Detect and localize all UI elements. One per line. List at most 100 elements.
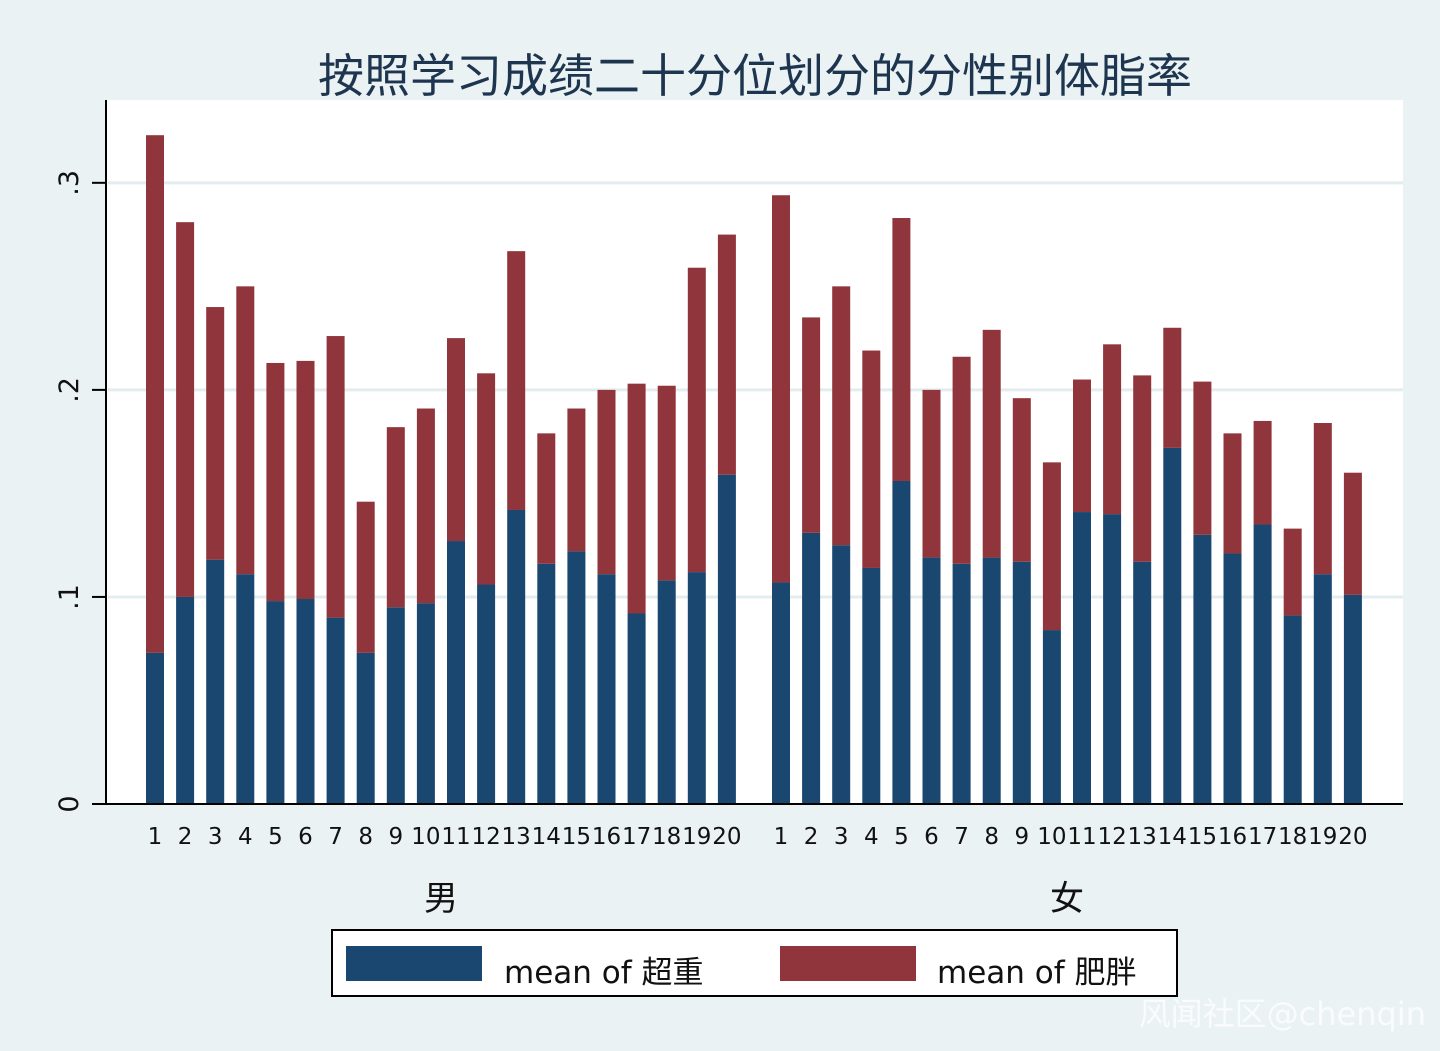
bar-female-18-obese <box>1283 528 1302 616</box>
bar-female-14-overweight <box>1163 447 1182 804</box>
bar-female-7-obese <box>952 356 971 564</box>
bar-male-17-obese <box>627 383 646 614</box>
group-label-female: 女 <box>1050 879 1084 919</box>
x-tick-label: 16 <box>1218 824 1247 850</box>
x-tick-label: 16 <box>592 824 621 850</box>
x-tick-label: 15 <box>562 824 591 850</box>
x-tick-label: 10 <box>1037 824 1066 850</box>
bar-male-4-obese <box>236 286 255 575</box>
bar-male-12-overweight <box>477 584 496 804</box>
bar-male-18-obese <box>657 385 676 581</box>
bar-female-14-obese <box>1163 327 1182 448</box>
x-tick-label: 4 <box>238 824 253 850</box>
bar-female-18-overweight <box>1283 615 1302 804</box>
x-tick-label: 13 <box>502 824 531 850</box>
bar-male-10-obese <box>416 408 435 604</box>
x-tick-label: 18 <box>652 824 681 850</box>
bar-male-10-overweight <box>416 603 435 804</box>
x-tick-label: 13 <box>1128 824 1157 850</box>
bar-male-14-overweight <box>537 563 556 804</box>
bar-male-19-obese <box>687 267 706 573</box>
bar-female-15-obese <box>1193 381 1212 535</box>
x-tick-label: 19 <box>682 824 711 850</box>
bar-female-20-overweight <box>1343 594 1362 804</box>
bar-female-17-overweight <box>1253 524 1272 804</box>
x-tick-label: 7 <box>954 824 969 850</box>
bar-male-15-obese <box>567 408 586 552</box>
x-tick-label: 12 <box>1097 824 1126 850</box>
plot-area <box>106 100 1403 804</box>
x-tick-label: 20 <box>1338 824 1367 850</box>
bar-male-13-obese <box>507 251 526 510</box>
bar-male-5-obese <box>266 362 285 602</box>
bar-female-10-overweight <box>1042 630 1061 804</box>
bar-female-9-overweight <box>1012 561 1031 804</box>
bar-male-8-obese <box>356 501 375 653</box>
bar-female-15-overweight <box>1193 534 1212 804</box>
bar-male-19-overweight <box>687 572 706 804</box>
bar-female-5-overweight <box>892 480 911 804</box>
bar-female-6-overweight <box>922 557 941 804</box>
x-tick-label: 11 <box>1067 824 1096 850</box>
chart-title: 按照学习成绩二十分位划分的分性别体脂率 <box>318 49 1192 103</box>
x-tick-label: 15 <box>1188 824 1217 850</box>
y-tick-label: .3 <box>54 170 85 196</box>
bar-male-1-obese <box>146 135 164 653</box>
bar-male-3-obese <box>206 307 225 560</box>
bar-female-1-obese <box>772 195 790 583</box>
bar-male-14-obese <box>537 433 556 564</box>
bar-male-13-overweight <box>507 509 526 804</box>
bar-male-2-overweight <box>176 596 195 804</box>
bar-male-17-overweight <box>627 613 646 804</box>
bar-male-1-overweight <box>146 652 164 804</box>
bar-male-12-obese <box>477 373 496 585</box>
bar-female-4-obese <box>862 350 881 568</box>
bar-female-19-overweight <box>1313 574 1332 804</box>
bar-male-20-obese <box>717 234 736 475</box>
bar-male-4-overweight <box>236 574 255 804</box>
bar-female-13-obese <box>1133 375 1152 562</box>
watermark: 风闻社区@chenqin <box>1139 995 1426 1033</box>
x-tick-label: 2 <box>804 824 819 850</box>
x-tick-label: 7 <box>328 824 343 850</box>
x-tick-label: 10 <box>411 824 440 850</box>
bar-male-2-obese <box>176 222 195 597</box>
bar-female-11-obese <box>1073 379 1091 513</box>
bar-male-7-overweight <box>326 617 345 804</box>
bar-female-10-obese <box>1042 462 1061 631</box>
x-tick-label: 20 <box>712 824 741 850</box>
bar-male-7-obese <box>326 336 345 618</box>
x-tick-label: 12 <box>471 824 500 850</box>
y-axis-ticks: 0 .1 .2 .3 <box>54 170 106 813</box>
bar-male-3-overweight <box>206 559 225 804</box>
bar-male-16-obese <box>597 389 616 575</box>
bar-male-8-overweight <box>356 652 375 804</box>
bar-female-4-overweight <box>862 567 881 804</box>
x-tick-label: 6 <box>924 824 939 850</box>
legend-swatch-overweight <box>346 946 482 981</box>
bar-female-11-overweight <box>1073 512 1091 804</box>
bar-female-12-obese <box>1103 344 1122 515</box>
bar-male-15-overweight <box>567 551 586 804</box>
x-tick-label: 14 <box>532 824 561 850</box>
bar-male-11-overweight <box>447 541 465 804</box>
group-labels: 男女 <box>424 879 1084 919</box>
bar-female-2-obese <box>802 317 821 533</box>
legend-label-obese: mean of 肥胖 <box>937 955 1137 991</box>
x-tick-label: 1 <box>148 824 163 850</box>
bar-male-16-overweight <box>597 574 616 804</box>
x-tick-label: 5 <box>268 824 283 850</box>
bar-male-9-obese <box>386 427 405 608</box>
bar-female-17-obese <box>1253 420 1272 525</box>
bar-female-16-overweight <box>1223 553 1242 804</box>
x-tick-label: 5 <box>894 824 909 850</box>
x-tick-label: 8 <box>358 824 373 850</box>
y-tick-label: .1 <box>54 584 85 610</box>
bar-male-18-overweight <box>657 580 676 804</box>
legend-label-overweight: mean of 超重 <box>504 955 704 991</box>
bar-female-3-obese <box>832 286 851 546</box>
bar-male-20-overweight <box>717 474 736 804</box>
bar-male-6-obese <box>296 360 315 600</box>
x-tick-label: 17 <box>622 824 651 850</box>
